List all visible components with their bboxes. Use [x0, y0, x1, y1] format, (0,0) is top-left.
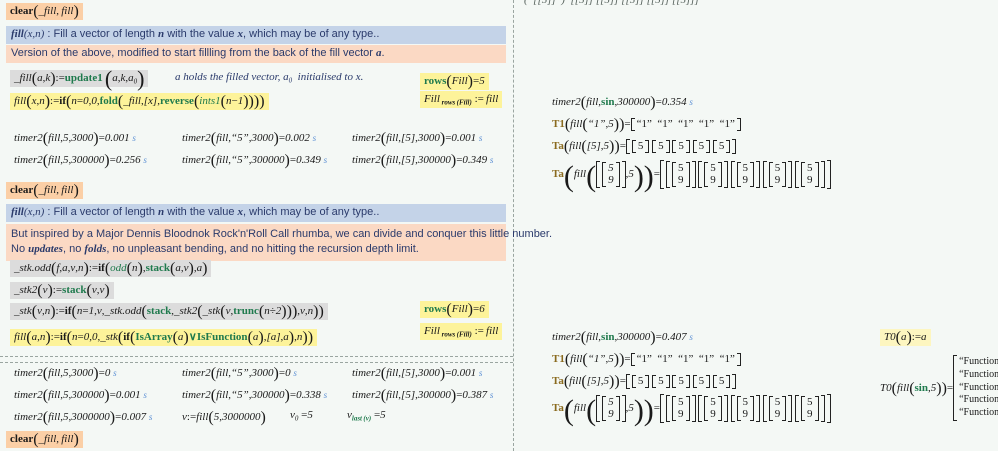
definition-stk[interactable]: _stk(v,n):=if(n=1,v,_stk.odd(stack,_stk2…: [10, 303, 328, 321]
right-T1-row-2: T1(fill(“1”,5))= “1” “1” “1” “1” “1”: [552, 352, 742, 368]
clear-statement-3[interactable]: clear(_fill, fill): [6, 431, 83, 449]
result-fill-assign-2[interactable]: Fill rows (Fill) := fill: [420, 323, 503, 340]
timer-row-5a: timer2(fill,5,3000000)=0.007 s: [14, 409, 153, 426]
doc-block-blue-1[interactable]: fill(x,n) : Fill a vector of length n wi…: [6, 26, 506, 44]
result-T0-fill-sin: T0(fill(sin,5))=“Function: sin”“Function…: [880, 355, 998, 421]
definition-stk-odd[interactable]: _stk.odd(f,a,v,n):=if(odd(n),stack(a,v),…: [10, 260, 212, 278]
definition-stk2[interactable]: _stk2(v):=stack(v,v): [10, 282, 114, 300]
check-v-last: vlast (v) =5: [347, 409, 386, 423]
right-timer-sin-2: timer2(fill,sin,300000)=0.407 s: [552, 329, 693, 346]
timer-row-3c: timer2(fill,[5],3000)=0.001 s: [352, 365, 483, 382]
timer-row-1a: timer2(fill,5,3000)=0.001 s: [14, 130, 136, 147]
right-timer-sin-1: timer2(fill,sin,300000)=0.354 s: [552, 94, 693, 111]
doc-block-blue-2[interactable]: fill(x,n) : Fill a vector of length n wi…: [6, 204, 506, 222]
check-v0: v0 =5: [290, 409, 313, 423]
assignment-v[interactable]: v:=fill(5,3000000): [182, 409, 266, 426]
doc-pink-line-2: No updates, no folds, no unpleasant bend…: [11, 242, 419, 255]
doc-block-pink-2[interactable]: But inspired by a Major Dennis Bloodnok …: [6, 224, 552, 261]
page-break-rule-1: [0, 356, 513, 357]
timer-row-1c: timer2(fill,[5],3000)=0.001 s: [352, 130, 483, 147]
doc-block-pink-1[interactable]: Version of the above, modified to start …: [6, 45, 506, 63]
timer-row-3b: timer2(fill,“5”,3000)=0 s: [182, 365, 297, 382]
clear-statement-2[interactable]: clear(_fill, fill): [6, 182, 83, 200]
annotation-a-holds: a holds the filled vector, a0 initialise…: [175, 71, 364, 85]
definition-T0[interactable]: T0(a):=a: [880, 329, 931, 347]
timer-row-4c: timer2(fill,[5],300000)=0.387 s: [352, 387, 494, 404]
timer-row-3a: timer2(fill,5,3000)=0 s: [14, 365, 117, 382]
definition-fill-fold[interactable]: fill(x,n):=if(n=0,0,fold(_fill,[x],rever…: [10, 93, 269, 111]
doc-pink-line-1: But inspired by a Major Dennis Bloodnok …: [11, 228, 553, 240]
definition-fill-stk[interactable]: fill(a,n):=if(n=0,0,_stk(if(IsArray(a)∨I…: [10, 329, 318, 347]
result-fill-assign-1[interactable]: Fill rows (Fill) := fill: [420, 91, 503, 108]
timer-row-1b: timer2(fill,“5”,3000)=0.002 s: [182, 130, 317, 147]
timer-row-2c: timer2(fill,[5],300000)=0.349 s: [352, 152, 494, 169]
timer-row-4b: timer2(fill,“5”,300000)=0.338 s: [182, 387, 328, 404]
definition-_fill[interactable]: _fill(a,k):=update1 (a,k,a0): [10, 68, 149, 90]
result-rows-fill-2[interactable]: rows(Fill)=6: [420, 301, 489, 319]
timer-row-2a: timer2(fill,5,300000)=0.256 s: [14, 152, 147, 169]
result-rows-fill-1[interactable]: rows(Fill)=5: [420, 73, 489, 91]
clipped-matrix-row-top: ( [[5]] ) [[5]] [[5]] [[5]] [[5]] [[5]]]: [524, 0, 699, 6]
right-Ta-scalar-row-1: Ta(fill([5],5))= 5 5 5 5 5: [552, 139, 736, 155]
timer-row-4a: timer2(fill,5,300000)=0.001 s: [14, 387, 147, 404]
right-Ta-scalar-row-2: Ta(fill([5],5))= 5 5 5 5 5: [552, 374, 736, 390]
page-break-rule-2: [0, 362, 513, 363]
page-margin-rule-vertical: [513, 0, 514, 451]
right-T1-row-1: T1(fill(“1”,5))= “1” “1” “1” “1” “1”: [552, 117, 742, 133]
timer-row-2b: timer2(fill,“5”,300000)=0.349 s: [182, 152, 328, 169]
clear-statement-1[interactable]: clear(_fill, fill): [6, 3, 83, 21]
